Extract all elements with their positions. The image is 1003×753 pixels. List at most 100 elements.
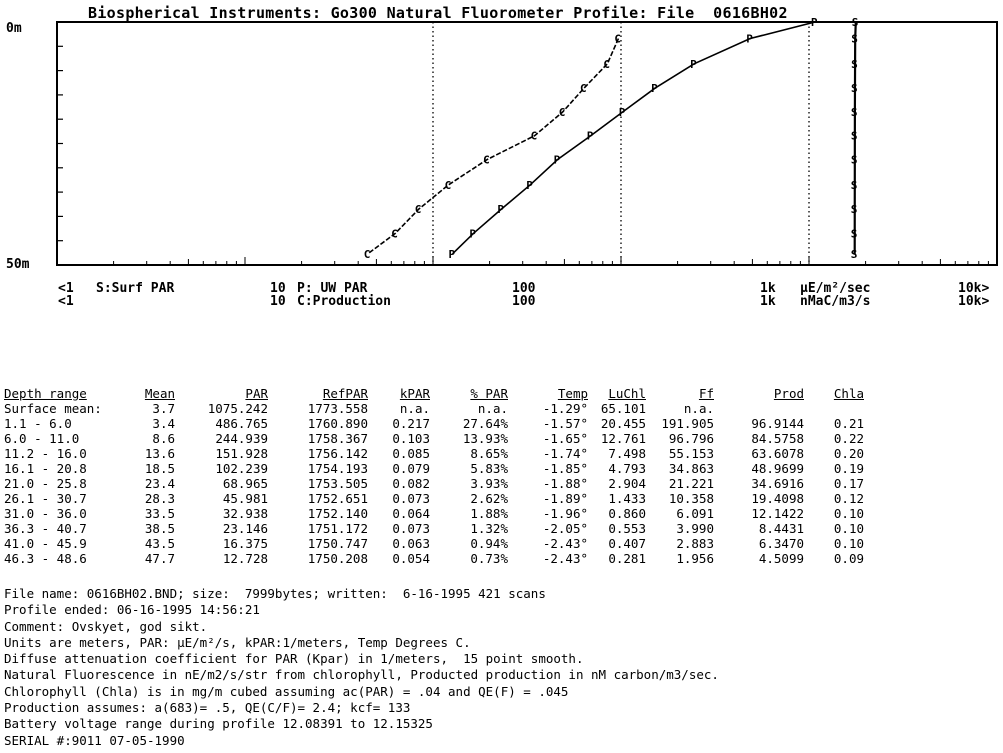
table-cell: 36.3 - 40.7	[4, 521, 87, 536]
note-line: Chlorophyll (Chla) is in mg/m cubed assu…	[4, 683, 569, 699]
note-line: Units are meters, PAR: µE/m²/s, kPAR:1/m…	[4, 634, 471, 650]
table-row: 21.0 - 25.8 23.4 68.965 1753.505 0.082 3.93% -…	[4, 476, 864, 491]
column-header: Mean	[144, 386, 175, 401]
table-cell: 0.281	[608, 551, 646, 566]
series-point-marker: C	[531, 130, 538, 143]
table-row: 16.1 - 20.8 18.5 102.239 1754.193 0.079 5.83%…	[4, 461, 864, 476]
table-cell: 4.793	[608, 461, 646, 476]
table-cell: 1.1 - 6.0	[4, 416, 72, 431]
series-point-marker: P	[811, 16, 818, 29]
series-point-marker: C	[415, 203, 422, 216]
table-cell: -2.05°	[542, 521, 588, 536]
table-cell: 68.965	[222, 476, 268, 491]
table-cell: 0.94%	[470, 536, 508, 551]
y-axis-top-label: 0m	[6, 21, 22, 36]
table-cell: 3.4	[152, 416, 175, 431]
chart-title: Biospherical Instruments: Go300 Natural …	[88, 4, 788, 22]
series-point-marker: C	[391, 227, 398, 240]
table-cell: -1.85°	[542, 461, 588, 476]
table-cell: 1.956	[676, 551, 714, 566]
note-line: Diffuse attenuation coefficient for PAR …	[4, 651, 584, 667]
table-cell: 11.2 - 16.0	[4, 446, 87, 461]
series-point-marker: P	[469, 227, 476, 240]
table-cell: 48.9699	[751, 461, 804, 476]
table-row: 46.3 - 48.6 47.7 12.728 1750.208 0.054 0.73% -…	[4, 551, 864, 566]
table-cell: -1.96°	[542, 506, 588, 521]
table-row: Surface mean: 3.7 1075.242 1773.558 n.a. n.a.…	[4, 401, 864, 416]
x-tick-2-top: 100	[512, 281, 536, 296]
series-uw-par-line	[451, 21, 816, 255]
series-point-marker: S	[852, 16, 859, 29]
column-header: Chla	[833, 386, 864, 401]
table-cell: 33.5	[144, 506, 175, 521]
table-cell: 63.6078	[751, 446, 804, 461]
table-cell: 26.1 - 30.7	[4, 491, 87, 506]
table-cell: -1.88°	[542, 476, 588, 491]
table-cell: -1.57°	[542, 416, 588, 431]
table-cell: 0.407	[608, 536, 646, 551]
column-header: % PAR	[470, 386, 508, 401]
table-cell: 486.765	[215, 416, 268, 431]
table-cell: 1.32%	[470, 521, 508, 536]
series-point-marker: P	[690, 58, 697, 71]
table-cell	[804, 401, 864, 416]
table-cell: 27.64%	[462, 416, 508, 431]
table-cell: 4.5099	[758, 551, 804, 566]
series-point-marker: C	[445, 179, 452, 192]
table-cell: n.a.	[399, 401, 430, 416]
table-cell: 0.09	[833, 551, 864, 566]
table-cell: 0.12	[833, 491, 864, 506]
table-cell: 8.65%	[470, 446, 508, 461]
table-cell: 6.3470	[758, 536, 804, 551]
table-cell: 12.1422	[751, 506, 804, 521]
x-tick-3-top: 1k	[760, 281, 776, 296]
table-cell: 41.0 - 45.9	[4, 536, 87, 551]
table-cell: 23.146	[222, 521, 268, 536]
table-cell: 0.17	[833, 476, 864, 491]
table-cell: 46.3 - 48.6	[4, 551, 87, 566]
table-header-row: Depth range Mean PAR RefPAR kPAR % PAR Temp LuC…	[4, 386, 864, 401]
x-tick-2-bottom: 100	[512, 294, 536, 309]
x-tick-0-top: <1	[58, 281, 74, 296]
table-cell: 84.5758	[751, 431, 804, 446]
table-cell: 43.5	[144, 536, 175, 551]
table-cell: n.a.	[683, 401, 714, 416]
table-row: 36.3 - 40.7 38.5 23.146 1751.172 0.073 1.32% -…	[4, 521, 864, 536]
table-cell: -1.89°	[542, 491, 588, 506]
table-cell: 0.064	[392, 506, 430, 521]
table-cell: 8.6	[152, 431, 175, 446]
table-cell: 0.22	[833, 431, 864, 446]
series-point-marker: S	[851, 106, 858, 119]
table-cell: -1.74°	[542, 446, 588, 461]
column-header: Prod	[773, 386, 804, 401]
table-cell: 10.358	[668, 491, 714, 506]
table-cell: 55.153	[668, 446, 714, 461]
series-production-line	[367, 38, 620, 255]
series-point-marker: S	[851, 33, 858, 46]
table-cell: 2.883	[676, 536, 714, 551]
table-cell: 0.860	[608, 506, 646, 521]
table-cell: Surface mean:	[4, 401, 102, 416]
series-point-marker: S	[851, 203, 858, 216]
note-line: Comment: Ovskyet, god sikt.	[4, 618, 208, 634]
x-tick-1-bottom: 10	[270, 294, 286, 309]
table-cell: -2.43°	[542, 536, 588, 551]
table-cell: 16.375	[222, 536, 268, 551]
table-cell: 0.20	[833, 446, 864, 461]
table-cell: 3.93%	[470, 476, 508, 491]
series-point-marker: S	[851, 227, 858, 240]
table-cell: -1.29°	[542, 401, 588, 416]
series-surf-par-line	[853, 21, 857, 254]
series-point-marker: C	[559, 106, 566, 119]
table-cell: 20.455	[600, 416, 646, 431]
table-cell: 21.0 - 25.8	[4, 476, 87, 491]
table-cell: 1758.367	[307, 431, 368, 446]
x-tick-4-bottom: 10k>	[958, 294, 990, 309]
series-point-marker: P	[526, 179, 533, 192]
table-cell: 0.10	[833, 536, 864, 551]
table-cell: 151.928	[215, 446, 268, 461]
table-cell: 0.217	[392, 416, 430, 431]
table-cell: 3.990	[676, 521, 714, 536]
profile-data-table: Depth range Mean PAR RefPAR kPAR % PAR Temp LuC…	[4, 386, 864, 566]
